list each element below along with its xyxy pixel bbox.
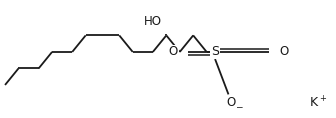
Text: K: K xyxy=(310,96,318,109)
Text: O: O xyxy=(169,45,178,58)
Text: O: O xyxy=(279,45,288,58)
Text: −: − xyxy=(235,103,242,112)
Text: +: + xyxy=(319,94,326,103)
Text: HO: HO xyxy=(144,15,162,28)
Text: O: O xyxy=(226,96,236,109)
Text: S: S xyxy=(211,45,219,58)
